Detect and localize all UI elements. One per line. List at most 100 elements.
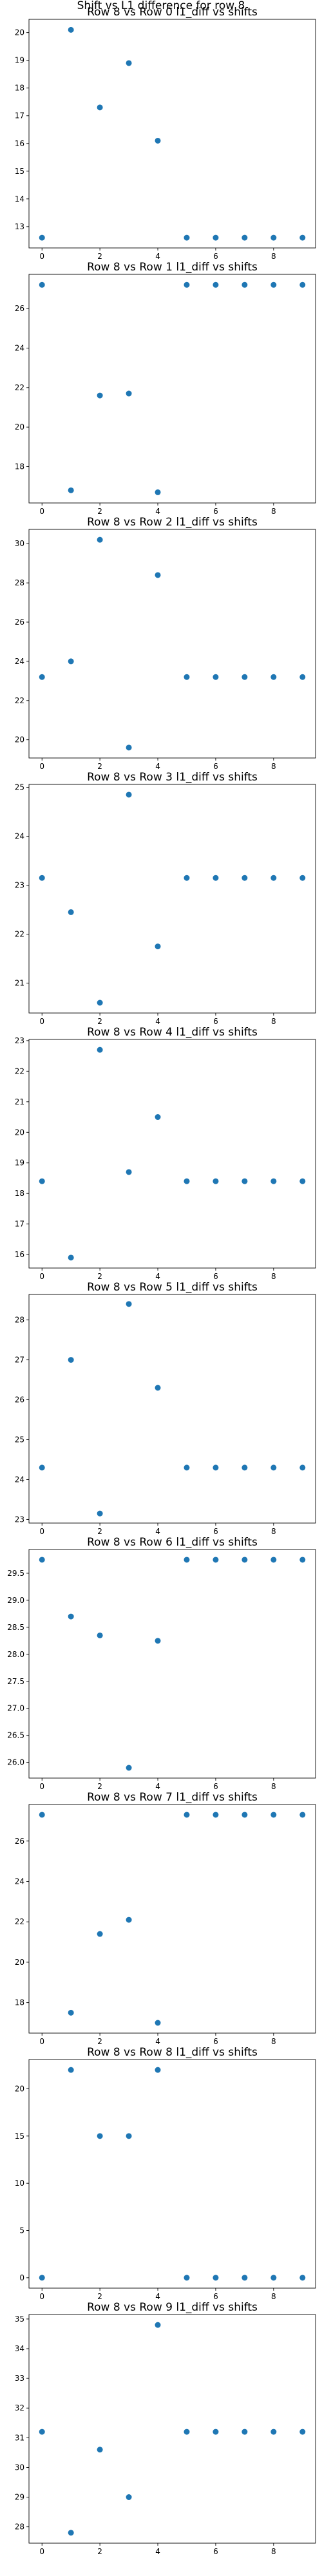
data-point: [68, 2530, 74, 2536]
data-point: [242, 674, 248, 680]
data-point: [155, 572, 161, 578]
data-point: [184, 2275, 190, 2281]
data-point: [155, 489, 161, 495]
y-tick-label: 28: [15, 578, 24, 587]
x-tick-label: 4: [155, 1527, 160, 1536]
data-point: [155, 2067, 161, 2073]
x-tick-label: 2: [97, 762, 102, 771]
x-tick-label: 4: [155, 762, 160, 771]
data-point: [213, 1178, 219, 1184]
x-tick-label: 0: [39, 1782, 44, 1791]
data-point: [39, 1812, 45, 1818]
data-point: [184, 2429, 190, 2435]
y-tick-label: 24: [15, 343, 24, 352]
y-tick-label: 30: [15, 539, 24, 548]
data-point: [97, 1931, 103, 1937]
scatter-panel-4: Row 8 vs Row 4 l1_diff vs shifts 0 2 4 6 8 16 1…: [15, 1026, 316, 1281]
data-point: [270, 2275, 277, 2281]
y-tick-label: 22: [15, 696, 24, 705]
axes-frame: [28, 1294, 316, 1524]
axes-frame: [28, 1549, 316, 1779]
panel-title: Row 8 vs Row 6 l1_diff vs shifts: [87, 1536, 258, 1549]
data-point: [68, 909, 74, 915]
data-point: [213, 1464, 219, 1471]
y-tick-label: 15: [15, 2132, 24, 2141]
y-tick-label: 24: [15, 657, 24, 666]
y-tick-label: 21: [15, 979, 24, 988]
data-point: [126, 2494, 132, 2501]
x-tick-label: 0: [39, 2547, 44, 2556]
x-tick-label: 0: [39, 252, 44, 261]
y-tick-label: 22: [15, 1917, 24, 1926]
data-point: [155, 943, 161, 950]
data-point: [213, 2429, 219, 2435]
x-tick-label: 6: [213, 762, 218, 771]
data-point: [39, 875, 45, 881]
x-tick-label: 0: [39, 2037, 44, 2046]
x-tick-label: 4: [155, 2547, 160, 2556]
data-point: [97, 104, 103, 111]
y-tick-label: 22: [15, 930, 24, 939]
x-tick-label: 8: [271, 2547, 276, 2556]
x-tick-label: 2: [97, 1017, 102, 1026]
axes-frame: [28, 1804, 316, 2034]
y-tick-label: 5: [19, 2226, 24, 2235]
y-tick-label: 26: [15, 1396, 24, 1405]
data-point: [97, 1046, 103, 1053]
x-tick-label: 0: [39, 2292, 44, 2301]
y-tick-label: 17: [15, 111, 24, 120]
y-tick-label: 28: [15, 1316, 24, 1325]
scatter-panel-9: Row 8 vs Row 9 l1_diff vs shifts 0 2 4 6 8 28 2…: [15, 2301, 316, 2556]
y-tick-label: 14: [15, 194, 24, 204]
data-point: [155, 2020, 161, 2026]
data-point: [242, 234, 248, 241]
data-point: [126, 1301, 132, 1307]
x-tick-label: 2: [97, 252, 102, 261]
x-tick-label: 8: [271, 507, 276, 516]
data-point: [97, 999, 103, 1006]
data-point: [242, 1812, 248, 1818]
y-tick-label: 28: [15, 2523, 24, 2532]
y-tick-label: 32: [15, 2403, 24, 2412]
y-tick-label: 18: [15, 462, 24, 471]
data-point: [155, 2322, 161, 2328]
data-point: [270, 281, 277, 288]
axes-frame: [28, 19, 316, 249]
data-point: [155, 1114, 161, 1121]
data-point: [68, 26, 74, 33]
x-tick-label: 2: [97, 2037, 102, 2046]
data-point: [126, 791, 132, 798]
y-tick-label: 22: [15, 1066, 24, 1075]
y-tick-label: 19: [15, 56, 24, 65]
y-tick-label: 0: [19, 2273, 24, 2282]
x-tick-label: 4: [155, 507, 160, 516]
panel-title: Row 8 vs Row 1 l1_diff vs shifts: [87, 261, 258, 274]
y-tick-label: 23: [15, 1036, 24, 1045]
y-tick-label: 27.5: [7, 1677, 24, 1686]
y-tick-label: 29: [15, 2493, 24, 2502]
x-tick-label: 0: [39, 1272, 44, 1281]
data-point: [39, 281, 45, 288]
data-point: [39, 674, 45, 680]
axes-frame: [28, 2059, 316, 2289]
data-point: [299, 281, 306, 288]
panel-title: Row 8 vs Row 0 l1_diff vs shifts: [87, 6, 258, 19]
data-point: [68, 487, 74, 493]
y-tick-label: 18: [15, 1998, 24, 2007]
x-tick-label: 6: [213, 2547, 218, 2556]
x-tick-label: 4: [155, 1017, 160, 1026]
data-point: [97, 1510, 103, 1517]
x-tick-label: 8: [271, 1272, 276, 1281]
data-point: [97, 536, 103, 543]
x-tick-label: 6: [213, 1782, 218, 1791]
data-point: [270, 1178, 277, 1184]
y-tick-label: 24: [15, 832, 24, 841]
x-tick-label: 8: [271, 1782, 276, 1791]
y-tick-label: 29.0: [7, 1596, 24, 1605]
data-point: [242, 2429, 248, 2435]
y-tick-label: 10: [15, 2179, 24, 2188]
x-tick-label: 4: [155, 1272, 160, 1281]
x-tick-label: 8: [271, 1017, 276, 1026]
panel-title: Row 8 vs Row 2 l1_diff vs shifts: [87, 516, 258, 529]
